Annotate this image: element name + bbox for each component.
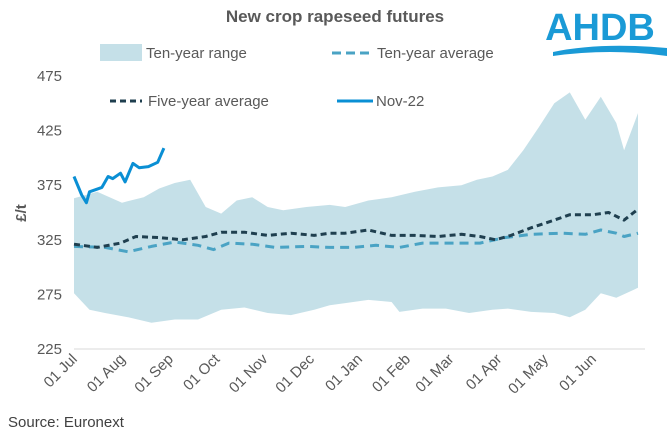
legend-label-five-year: Five-year average [148, 93, 269, 110]
x-tick-label: 01 Aug [84, 351, 129, 396]
x-tick-label: 01 Apr [463, 351, 506, 394]
x-tick-label: 01 Mar [412, 351, 457, 396]
x-tick-label: 01 May [505, 350, 552, 397]
legend-label-range: Ten-year range [146, 45, 247, 62]
y-tick-label: 475 [37, 68, 62, 85]
logo-text: AHDB [545, 7, 655, 49]
ten-year-average-line [73, 228, 639, 254]
chart-title: New crop rapeseed futures [226, 7, 444, 26]
x-tick-label: 01 Feb [369, 351, 414, 396]
x-tick-label: 01 Nov [226, 350, 272, 396]
x-tick-label: 01 Sep [131, 351, 177, 397]
nov22-line [72, 147, 166, 205]
legend-swatch-range [100, 44, 142, 61]
five-year-average-line [73, 208, 639, 249]
source-note: Source: Euronext [8, 414, 124, 431]
legend-label-nov22: Nov-22 [376, 93, 424, 110]
y-tick-label: 325 [37, 232, 62, 249]
x-tick-label: 01 Dec [272, 350, 318, 396]
y-tick-label: 375 [37, 177, 62, 194]
y-tick-label: 225 [37, 341, 62, 358]
y-tick-label: 425 [37, 123, 62, 140]
legend-label-ten-year: Ten-year average [377, 45, 494, 62]
x-tick-label: 01 Jun [556, 351, 600, 395]
ahdb-logo: AHDB [545, 7, 667, 56]
x-tick-label: 01 Oct [180, 350, 224, 394]
x-tick-label: 01 Jan [322, 351, 366, 395]
y-tick-label: 275 [37, 286, 62, 303]
logo-wave [553, 45, 667, 56]
legend: Ten-year range Ten-year average Five-yea… [100, 44, 494, 110]
ten-year-range-area [74, 92, 638, 323]
y-axis-label: £/t [13, 204, 30, 222]
